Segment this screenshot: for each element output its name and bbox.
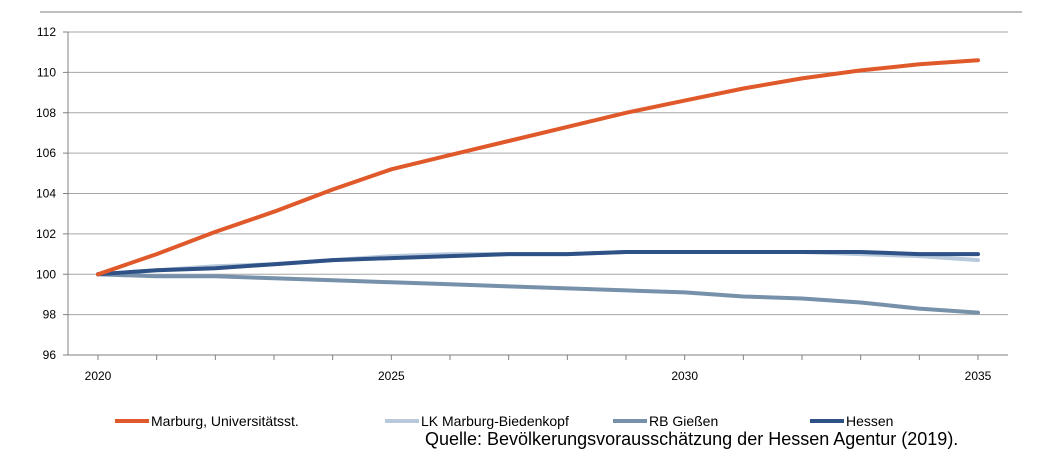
y-tick-label-98: 98 (43, 308, 57, 322)
y-tick-label-104: 104 (36, 187, 56, 201)
x-tick-label-2035: 2035 (965, 369, 992, 383)
legend-label-marburg: Marburg, Universitätsst. (151, 413, 299, 429)
legend-label-hessen: Hessen (846, 413, 894, 429)
y-tick-label-110: 110 (37, 65, 56, 79)
series-line-marburg-universitätsst (96, 58, 980, 277)
y-axis-tick-labels: 96 98 100 102 104 106 108 110 112 (36, 25, 56, 362)
x-tick-label-2020: 2020 (85, 369, 112, 383)
series-line-hessen (96, 250, 980, 277)
gridlines (68, 31, 1008, 316)
y-tick-label-106: 106 (36, 146, 56, 160)
y-tick-label-112: 112 (37, 25, 56, 39)
y-tick-label-100: 100 (36, 267, 56, 281)
source-note: Quelle: Bevölkerungsvorausschätzung der … (425, 429, 959, 449)
legend-item-lk-marburg-biedenkopf: LK Marburg-Biedenkopf (385, 413, 569, 429)
x-tick-label-2030: 2030 (671, 369, 698, 383)
x-axis-tick-labels: 2020 2025 2030 2035 (85, 369, 992, 383)
legend: Marburg, Universitätsst. LK Marburg-Bied… (115, 413, 1015, 433)
series-lines (96, 58, 980, 315)
legend-swatch-lk-marburg-biedenkopf (385, 419, 419, 423)
legend-label-rb-giessen: RB Gießen (649, 413, 719, 429)
legend-label-lk-marburg-biedenkopf: LK Marburg-Biedenkopf (421, 413, 569, 429)
legend-swatch-rb-giessen (613, 419, 647, 423)
y-tick-label-108: 108 (36, 106, 56, 120)
legend-swatch-hessen (810, 419, 844, 423)
y-tick-label-102: 102 (36, 227, 56, 241)
legend-item-marburg: Marburg, Universitätsst. (115, 413, 299, 429)
legend-swatch-marburg (115, 419, 149, 423)
series-line-rb-gießen (96, 272, 980, 315)
axes (63, 31, 1008, 360)
legend-item-rb-giessen: RB Gießen (613, 413, 718, 429)
x-tick-label-2025: 2025 (378, 369, 405, 383)
y-tick-label-96: 96 (43, 348, 57, 362)
legend-item-hessen: Hessen (810, 413, 893, 429)
